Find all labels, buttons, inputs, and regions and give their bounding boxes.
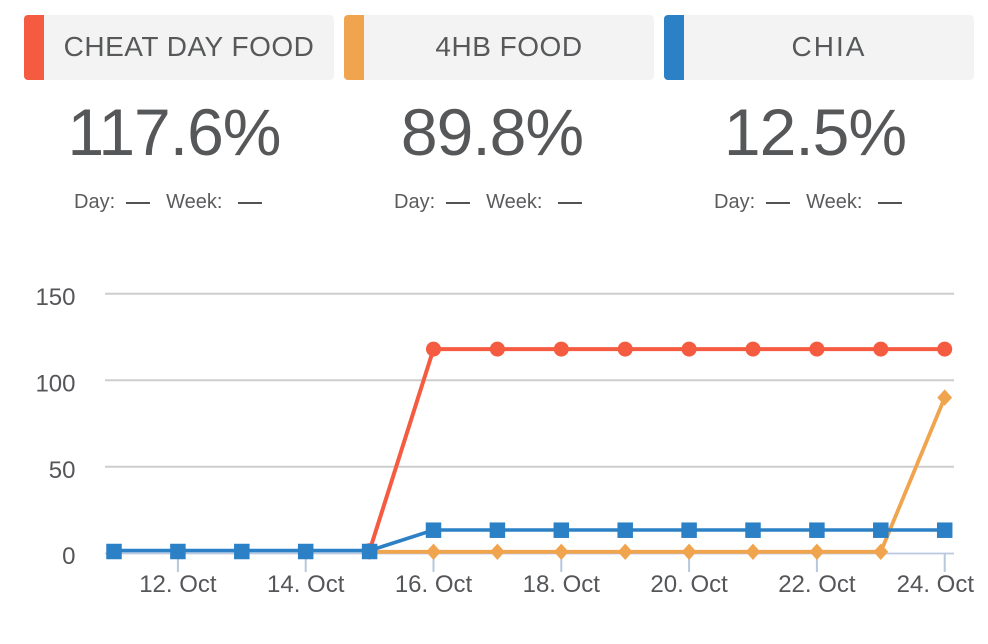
svg-text:50: 50	[49, 457, 76, 484]
svg-text:18. Oct: 18. Oct	[523, 571, 601, 598]
svg-text:22. Oct: 22. Oct	[778, 571, 856, 598]
svg-text:100: 100	[35, 370, 75, 397]
svg-text:14. Oct: 14. Oct	[267, 571, 345, 598]
svg-text:12. Oct: 12. Oct	[139, 571, 217, 598]
svg-text:0: 0	[62, 543, 75, 570]
svg-text:150: 150	[35, 284, 75, 311]
svg-text:16. Oct: 16. Oct	[395, 571, 473, 598]
svg-text:20. Oct: 20. Oct	[650, 571, 728, 598]
svg-text:24. Oct: 24. Oct	[897, 571, 975, 598]
